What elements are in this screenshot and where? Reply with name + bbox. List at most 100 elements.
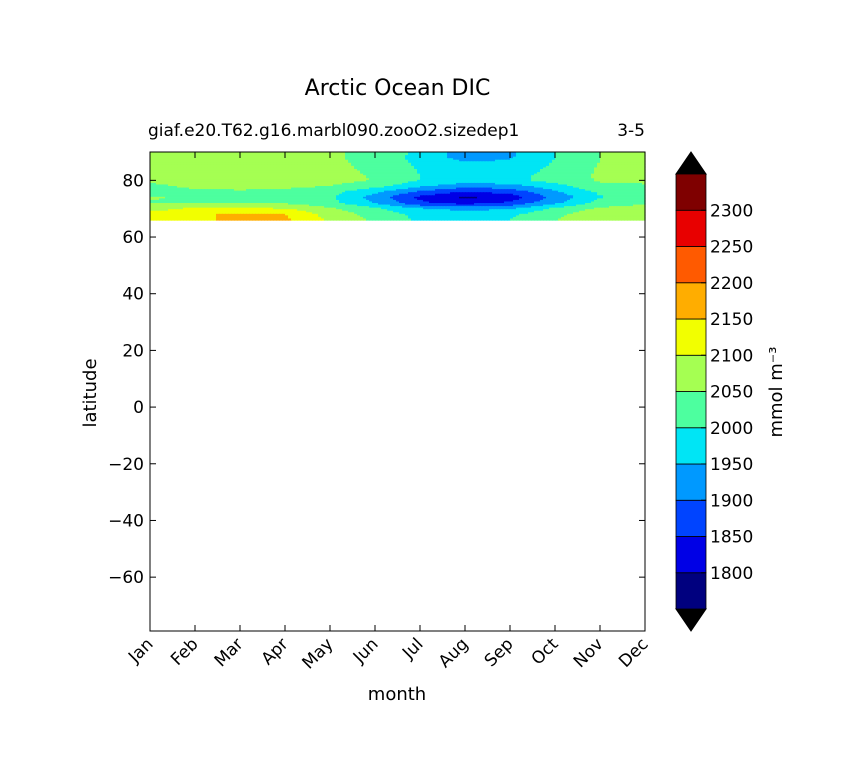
contour-cell [366,190,370,193]
contour-cell [516,175,520,178]
contour-cell [579,182,583,186]
contour-cell [606,190,610,193]
contour-cell [348,169,352,172]
contour-cell [621,193,625,196]
contour-cell [414,173,418,176]
contour-cell [480,156,484,159]
contour-cell [498,182,502,186]
contour-cell [324,173,328,176]
contour-cell [552,165,556,169]
contour-cell [591,190,595,193]
contour-cell [303,189,307,192]
contour-cell [468,173,472,176]
contour-cell [222,181,226,184]
contour-cell [174,193,178,196]
contour-cell [633,176,637,179]
contour-cell [579,172,583,175]
contour-cell [528,184,532,187]
contour-cell [222,184,226,187]
contour-cell [384,155,388,158]
contour-cell [447,192,451,195]
contour-cell [585,190,589,193]
contour-cell [294,152,298,155]
contour-cell [291,178,295,181]
contour-cell [561,184,565,187]
contour-cell [537,162,541,165]
contour-cell [615,189,619,192]
contour-cell [384,169,388,172]
contour-cell [411,162,415,165]
contour-cell [441,193,445,196]
contour-cell [471,156,475,159]
contour-cell [450,182,454,186]
contour-cell [180,170,184,173]
contour-cell [471,178,475,181]
contour-cell [426,176,430,179]
contour-cell [519,181,523,184]
contour-cell [510,190,514,193]
contour-cell [189,189,193,192]
contour-cell [150,182,154,186]
contour-cell [516,169,520,172]
contour-cell [168,155,172,158]
contour-cell [531,176,535,179]
contour-cell [591,162,595,165]
contour-cell [567,173,571,176]
contour-cell [321,170,325,173]
contour-cell [432,164,436,167]
contour-cell [219,182,223,186]
contour-cell [540,192,544,195]
contour-cell [621,156,625,159]
contour-cell [627,178,631,181]
contour-cell [381,172,385,175]
contour-cell [255,155,259,158]
contour-cell [318,178,322,181]
contour-cell [606,179,610,182]
contour-cell [459,186,463,189]
contour-cell [612,187,616,190]
contour-cell [285,153,289,156]
contour-cell [624,162,628,165]
contour-cell [606,193,610,196]
contour-cell [309,158,313,161]
contour-cell [627,159,631,162]
contour-cell [390,176,394,179]
contour-cell [624,182,628,186]
contour-cell [165,181,169,184]
contour-cell [198,189,202,192]
contour-cell [357,164,361,167]
contour-cell [396,196,400,199]
contour-cell [357,193,361,196]
contour-cell [276,187,280,190]
contour-cell [438,165,442,169]
contour-cell [579,155,583,158]
contour-cell [525,181,529,184]
contour-cell [573,182,577,186]
contour-cell [330,153,334,156]
contour-cell [354,190,358,193]
contour-cell [618,164,622,167]
contour-cell [582,182,586,186]
contour-cell [468,178,472,181]
contour-cell [477,190,481,193]
contour-cell [318,184,322,187]
contour-cell [195,182,199,186]
contour-cell [438,186,442,189]
contour-cell [441,153,445,156]
contour-cell [525,161,529,164]
contour-cell [405,192,409,195]
contour-cell [444,192,448,195]
contour-cell [201,152,205,155]
contour-cell [540,152,544,155]
contour-cell [468,165,472,169]
contour-cell [450,164,454,167]
contour-cell [150,176,154,179]
contour-cell [258,189,262,192]
contour-cell [408,189,412,192]
contour-cell [222,155,226,158]
contour-cell [324,158,328,161]
contour-cell [501,153,505,156]
contour-cell [363,167,367,170]
contour-cell [378,156,382,159]
contour-cell [399,193,403,196]
